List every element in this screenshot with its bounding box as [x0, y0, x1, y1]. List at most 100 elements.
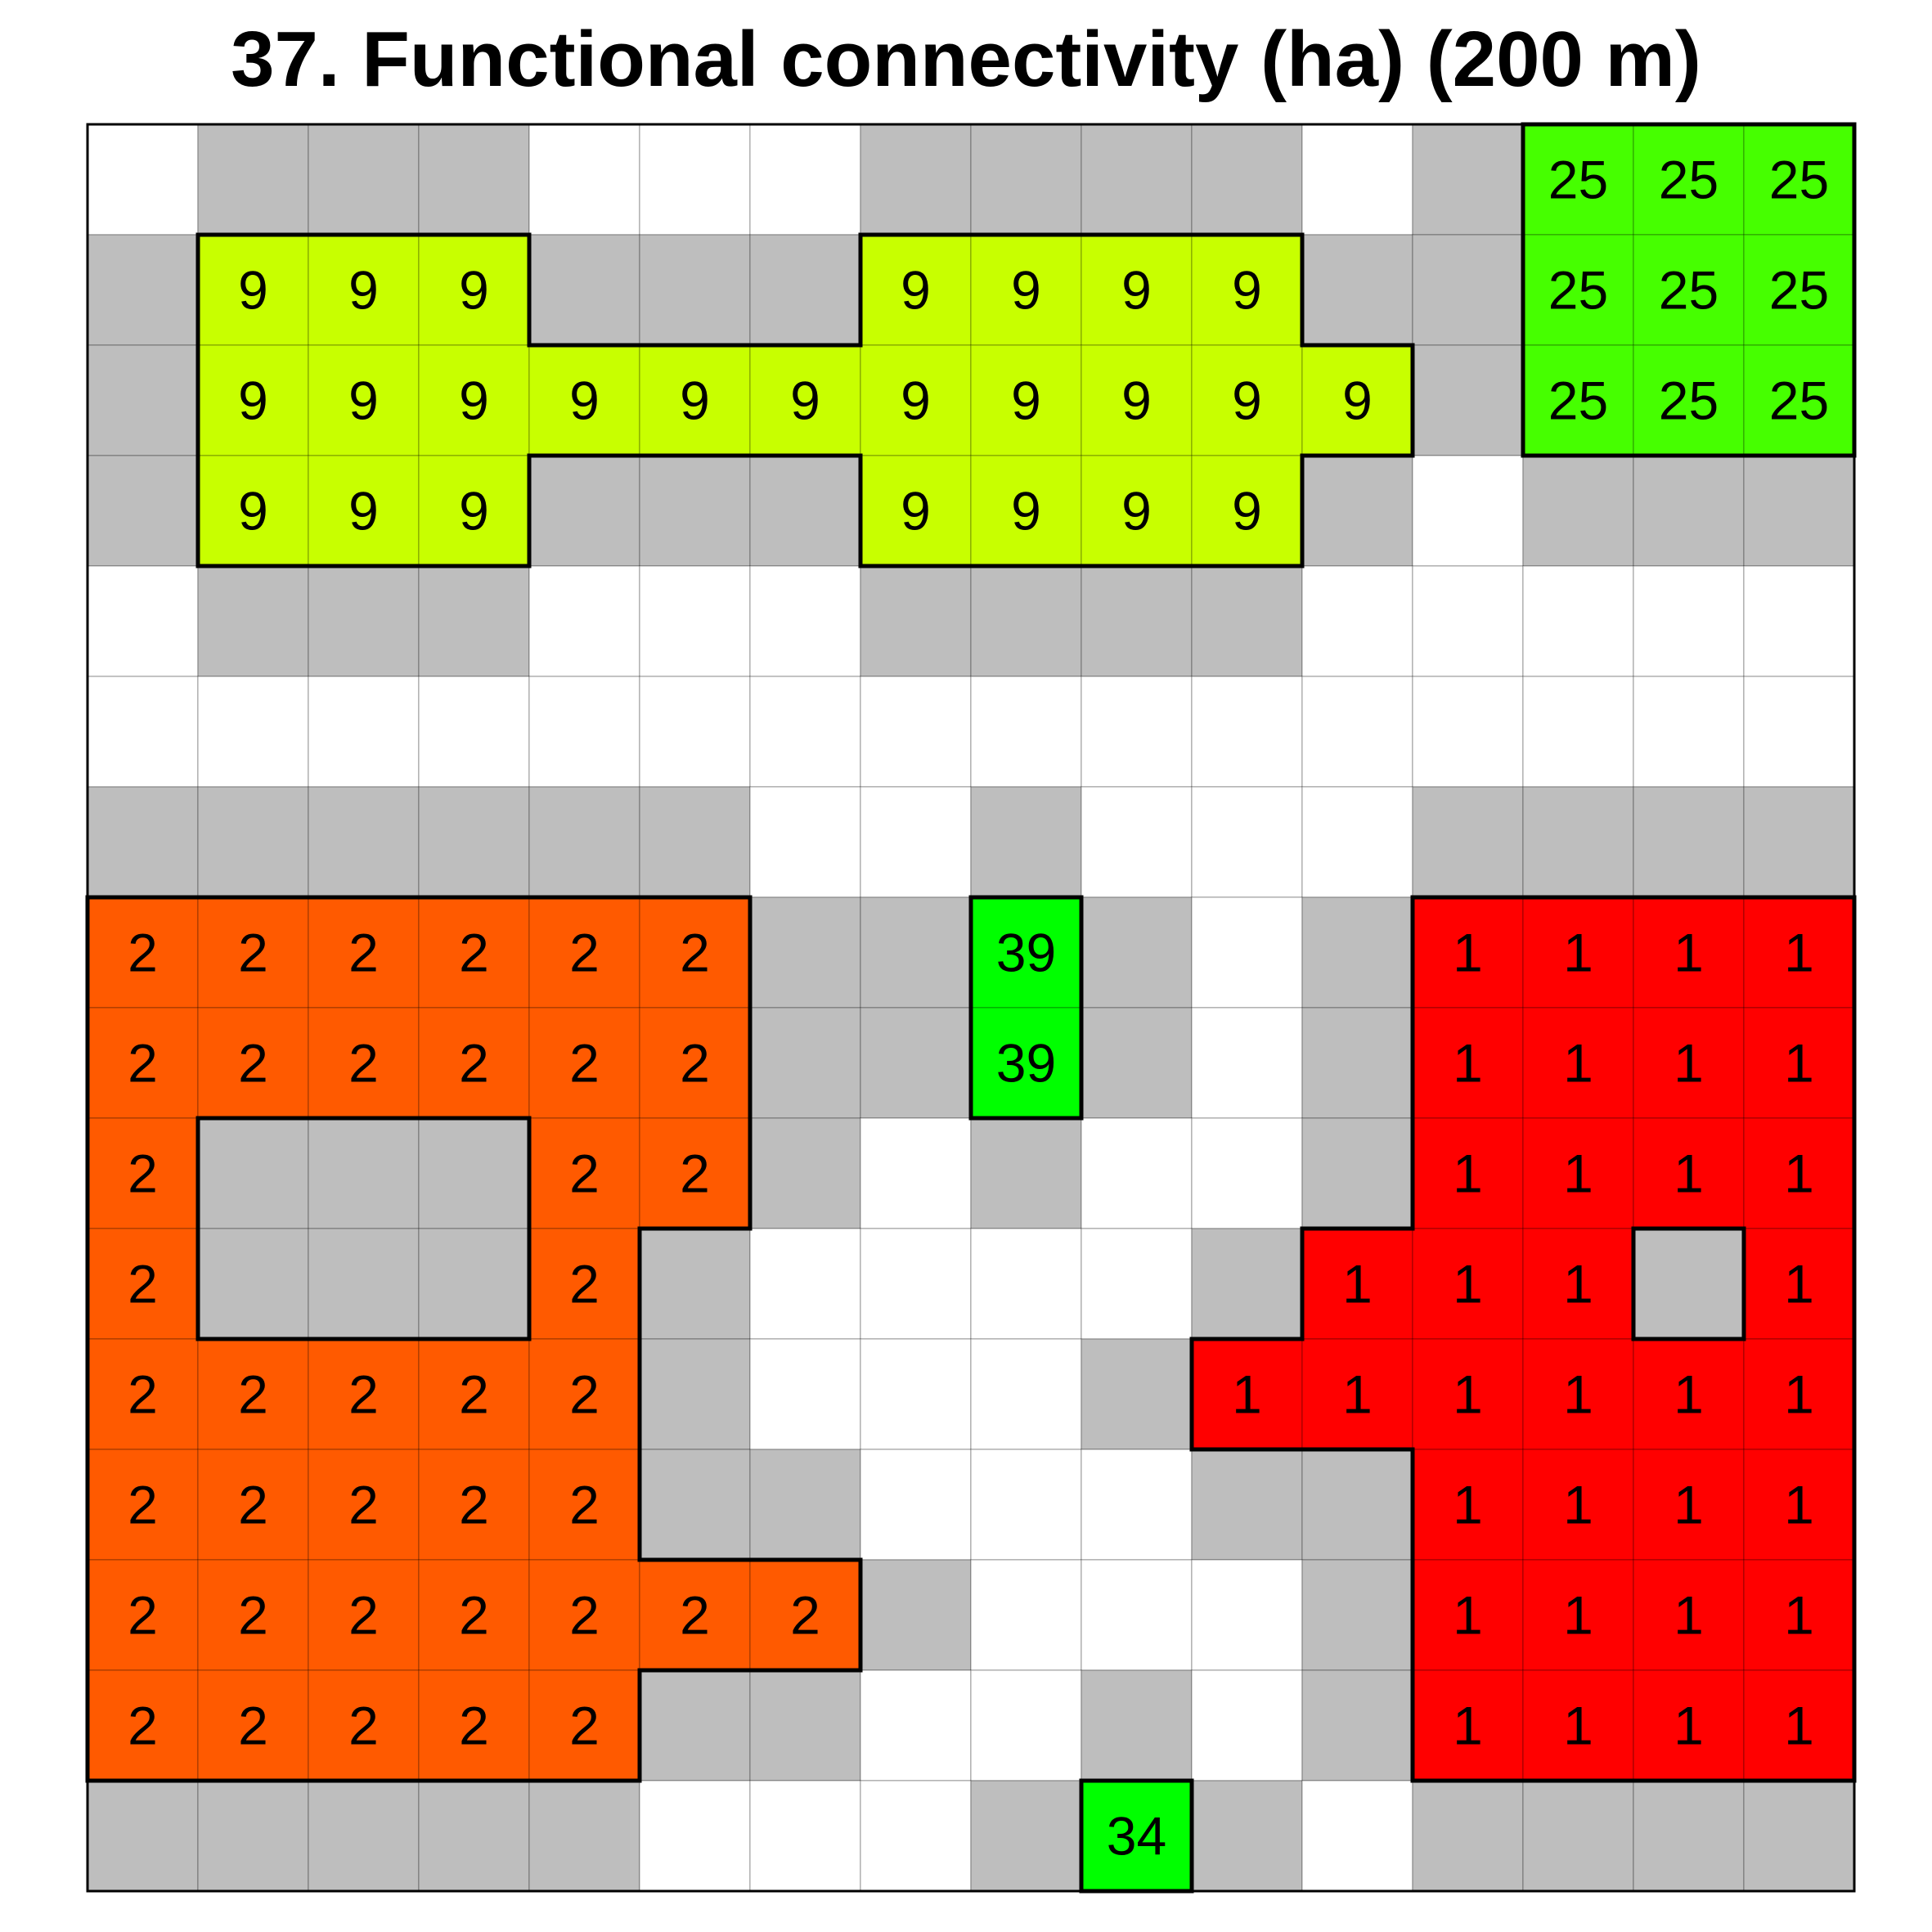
grid-cell — [1412, 565, 1524, 677]
grid-cell — [1301, 1449, 1413, 1561]
grid-cell — [1081, 1338, 1193, 1450]
cell-value-label: 2 — [569, 1143, 600, 1204]
grid-cell — [1633, 896, 1745, 1009]
cell-value-label: 1 — [1563, 1696, 1593, 1756]
grid-cell — [860, 786, 972, 898]
grid-cell — [197, 565, 309, 677]
grid-cell — [87, 1669, 199, 1781]
cell-value-label: 25 — [1548, 371, 1608, 431]
grid-cell — [1081, 124, 1193, 236]
grid-cell — [1743, 676, 1855, 788]
cell-value-label: 2 — [680, 1033, 710, 1094]
grid-cell — [418, 786, 530, 898]
grid-cell — [1633, 1338, 1745, 1450]
grid-cell — [308, 1449, 420, 1561]
grid-cell — [87, 1228, 199, 1340]
grid-cell — [639, 124, 751, 236]
grid-cell — [1191, 1007, 1303, 1119]
cell-value-label: 9 — [348, 481, 379, 541]
grid-cell — [749, 1780, 861, 1892]
grid-cell — [970, 1117, 1082, 1229]
cell-value-label: 9 — [1121, 260, 1152, 321]
cell-value-label: 2 — [238, 1585, 268, 1646]
cell-value-label: 1 — [1784, 1364, 1814, 1425]
grid-cell — [970, 1669, 1082, 1781]
grid-cell — [970, 786, 1082, 898]
grid-cell — [1081, 896, 1193, 1009]
grid-cell — [1081, 1007, 1193, 1119]
cell-value-label: 25 — [1548, 150, 1608, 210]
grid-cell — [308, 896, 420, 1009]
grid-cell — [1301, 1338, 1413, 1450]
grid-cell — [1743, 234, 1855, 346]
cell-value-label: 2 — [128, 1364, 158, 1425]
grid-cell — [860, 1228, 972, 1340]
grid-cell — [197, 786, 309, 898]
grid-cell — [87, 1007, 199, 1119]
grid-cell — [1301, 1007, 1413, 1119]
grid-cell — [308, 1338, 420, 1450]
grid-cell — [197, 1449, 309, 1561]
grid-cell — [970, 344, 1082, 456]
grid-cell — [1412, 1338, 1524, 1450]
grid-cell — [1191, 1449, 1303, 1561]
cell-value-label: 1 — [1453, 923, 1483, 983]
cell-value-label: 9 — [238, 260, 268, 321]
grid-cell — [308, 676, 420, 788]
grid-cell — [1522, 124, 1634, 236]
grid-cell — [860, 676, 972, 788]
grid-cell — [1412, 1117, 1524, 1229]
cell-value-label: 1 — [1453, 1696, 1483, 1756]
grid-cell — [1522, 676, 1634, 788]
cell-value-label: 2 — [459, 1585, 489, 1646]
cell-value-label: 39 — [996, 1033, 1056, 1094]
grid-cell — [1191, 676, 1303, 788]
grid-cell — [1191, 896, 1303, 1009]
cell-value-label: 2 — [680, 1143, 710, 1204]
cell-value-label: 9 — [459, 371, 489, 431]
grid-cell — [1412, 896, 1524, 1009]
cell-value-label: 2 — [680, 1585, 710, 1646]
grid-cell — [1081, 455, 1193, 567]
cell-value-label: 2 — [348, 1033, 379, 1094]
cell-value-label: 9 — [348, 260, 379, 321]
cell-value-label: 2 — [569, 923, 600, 983]
grid-cell — [418, 676, 530, 788]
cell-value-label: 2 — [238, 1033, 268, 1094]
grid-cell — [528, 1449, 640, 1561]
cell-value-label: 2 — [128, 1033, 158, 1094]
grid-cell — [860, 1117, 972, 1229]
grid-cell — [1191, 1669, 1303, 1781]
cell-value-label: 1 — [1453, 1364, 1483, 1425]
grid-cell — [87, 786, 199, 898]
grid-cell — [308, 124, 420, 236]
grid-cell — [1633, 1007, 1745, 1119]
grid-cell — [1301, 344, 1413, 456]
cell-value-label: 9 — [238, 371, 268, 431]
cell-value-label: 2 — [459, 1475, 489, 1535]
grid-cell — [1412, 344, 1524, 456]
grid-cell — [1301, 896, 1413, 1009]
grid-cell — [308, 344, 420, 456]
grid-cell — [87, 896, 199, 1009]
cell-value-label: 1 — [1453, 1033, 1483, 1094]
grid-cell — [87, 565, 199, 677]
grid-cell — [1412, 124, 1524, 236]
grid-cell — [1522, 1117, 1634, 1229]
cell-value-label: 9 — [1011, 481, 1041, 541]
cell-value-label: 1 — [1784, 1143, 1814, 1204]
cell-value-label: 2 — [128, 1143, 158, 1204]
grid-cell — [1743, 1669, 1855, 1781]
grid-cell — [749, 1449, 861, 1561]
cell-value-label: 25 — [1659, 371, 1719, 431]
grid-cell — [528, 1228, 640, 1340]
grid-cell — [308, 1228, 420, 1340]
grid-cell — [749, 1338, 861, 1450]
grid-cell — [639, 455, 751, 567]
grid-cell — [1191, 565, 1303, 677]
cell-value-label: 2 — [348, 923, 379, 983]
grid-cell — [528, 896, 640, 1009]
cell-value-label: 9 — [1232, 371, 1262, 431]
grid-cell — [1522, 455, 1634, 567]
